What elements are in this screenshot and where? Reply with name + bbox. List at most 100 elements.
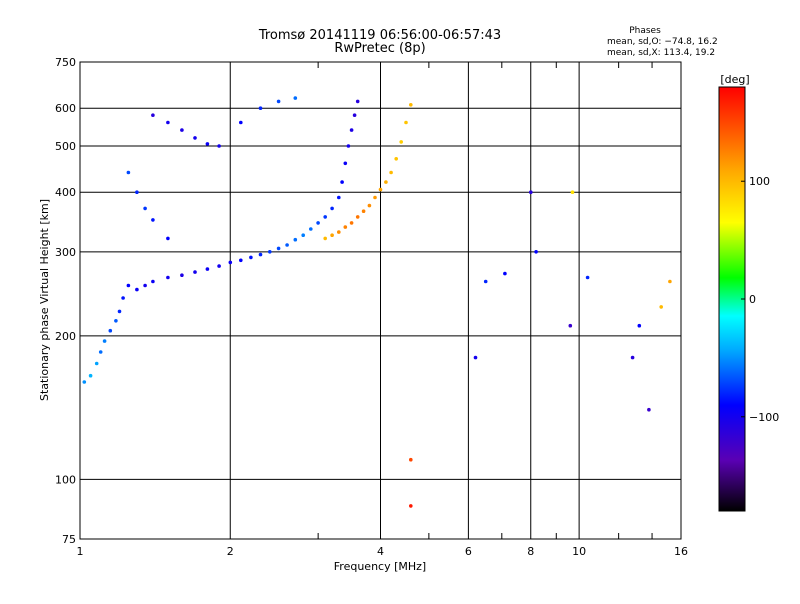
phase-o-line: mean, sd,O: −74.8, 16.2 — [607, 37, 718, 47]
data-points — [82, 96, 672, 508]
data-point — [114, 319, 118, 323]
data-point — [205, 142, 210, 146]
data-point — [98, 350, 103, 354]
data-point — [239, 258, 243, 263]
data-point — [568, 323, 573, 328]
data-point — [82, 380, 87, 384]
data-point — [193, 270, 197, 274]
data-point — [409, 504, 413, 508]
x-tick-label: 1 — [77, 545, 84, 558]
y-tick-label: 500 — [55, 140, 76, 153]
y-tick-label: 100 — [55, 473, 76, 486]
data-point — [117, 309, 122, 314]
data-point — [570, 190, 575, 194]
data-point — [217, 144, 221, 148]
data-point — [343, 225, 348, 229]
data-point — [258, 252, 263, 257]
data-point — [143, 283, 147, 288]
y-tick-label: 200 — [55, 330, 76, 343]
data-point — [337, 230, 341, 234]
grid-lines — [80, 62, 681, 539]
x-tick-label: 4 — [377, 545, 384, 558]
y-tick-label: 750 — [55, 56, 76, 69]
phase-heading: Phases — [629, 26, 661, 36]
data-point — [249, 255, 253, 260]
data-point — [121, 296, 125, 300]
y-axis-label: Stationary phase Virtual Height [km] — [38, 199, 51, 401]
data-point — [301, 233, 306, 237]
colorbar — [718, 86, 746, 512]
data-point — [276, 246, 281, 251]
data-point — [258, 106, 263, 110]
data-point — [205, 267, 210, 271]
data-point — [151, 218, 155, 222]
data-point — [166, 120, 170, 125]
data-point — [337, 195, 341, 200]
data-point — [293, 96, 298, 100]
y-tick-label: 75 — [62, 533, 76, 546]
data-point — [276, 99, 281, 104]
data-point — [409, 457, 413, 462]
colorbar-unit: [deg] — [720, 73, 749, 86]
data-point — [637, 323, 642, 328]
data-point — [404, 120, 408, 125]
data-point — [126, 170, 131, 175]
data-point — [293, 237, 298, 242]
data-point — [180, 128, 184, 132]
data-point — [529, 190, 533, 194]
data-point — [483, 279, 488, 284]
data-point — [361, 209, 366, 213]
x-tick-label: 6 — [465, 545, 472, 558]
data-point — [268, 250, 272, 254]
data-point — [343, 161, 348, 166]
x-ticks: 1 2 4 6 8 10 16 — [77, 62, 688, 558]
data-point — [659, 305, 663, 309]
data-point — [346, 144, 351, 148]
data-point — [102, 339, 107, 343]
data-point — [126, 283, 131, 288]
data-point — [135, 287, 139, 292]
data-point — [355, 99, 360, 104]
data-point — [647, 407, 651, 412]
data-point — [399, 140, 404, 144]
colorbar-tick-label: 0 — [749, 293, 756, 306]
data-point — [349, 128, 354, 132]
data-point — [394, 157, 399, 161]
data-point — [330, 233, 334, 237]
x-tick-label: 10 — [572, 545, 586, 558]
data-point — [352, 113, 357, 117]
colorbar-tick-label: 100 — [749, 175, 770, 188]
data-point — [367, 203, 372, 208]
x-axis-label: Frequency [MHz] — [334, 560, 426, 573]
phase-x-line: mean, sd,X: 113.4, 19.2 — [607, 48, 715, 58]
data-point — [316, 221, 320, 225]
data-point — [239, 120, 243, 125]
x-tick-label: 8 — [527, 545, 534, 558]
data-point — [340, 180, 344, 184]
data-point — [409, 103, 413, 107]
data-point — [94, 361, 99, 366]
data-point — [373, 195, 377, 200]
data-point — [534, 250, 538, 254]
data-point — [166, 275, 170, 280]
data-point — [151, 113, 155, 117]
chart-title: Tromsø 20141119 06:56:00-06:57:43 — [258, 28, 501, 43]
data-point — [668, 279, 672, 284]
data-point — [349, 221, 354, 225]
data-point — [228, 260, 233, 265]
data-point — [88, 373, 93, 378]
data-point — [585, 275, 590, 280]
chart-subtitle: RwPretec (8p) — [334, 41, 425, 56]
y-tick-label: 400 — [55, 186, 76, 199]
x-tick-label: 2 — [227, 545, 234, 558]
y-tick-label: 300 — [55, 246, 76, 259]
data-point — [384, 180, 388, 184]
data-point — [630, 355, 635, 360]
data-point — [193, 136, 197, 140]
x-tick-label: 16 — [674, 545, 688, 558]
data-point — [330, 206, 334, 211]
data-point — [503, 271, 507, 276]
colorbar-ticks: 100 0 −100 — [741, 175, 779, 424]
colorbar-tick-label: −100 — [749, 411, 779, 424]
data-point — [143, 206, 147, 211]
